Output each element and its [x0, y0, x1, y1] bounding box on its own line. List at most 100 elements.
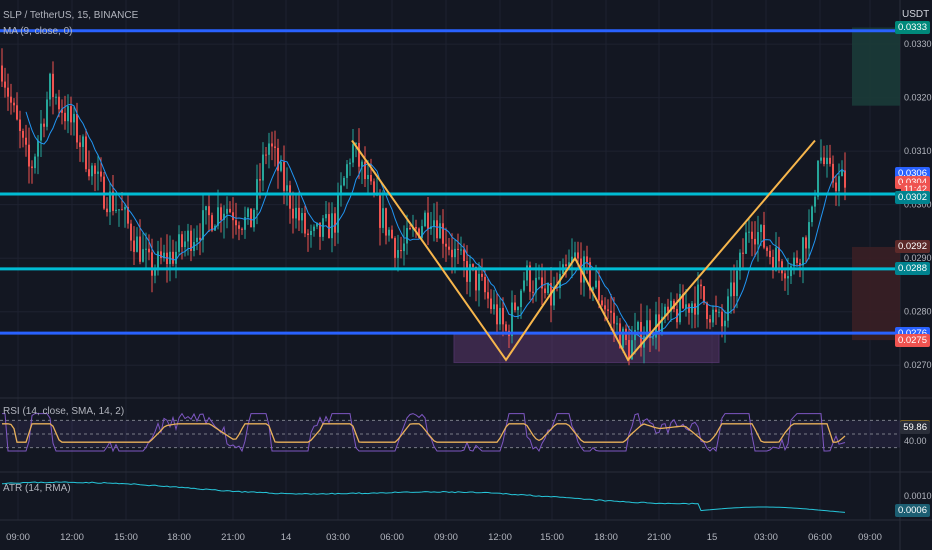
- candle-body: [592, 287, 594, 291]
- candle-body: [544, 288, 546, 294]
- candle-body: [43, 123, 45, 127]
- candle-body: [139, 236, 141, 262]
- candle-body: [343, 177, 345, 186]
- candle-body: [697, 284, 699, 315]
- candle-body: [28, 144, 30, 167]
- candle-body: [457, 248, 459, 250]
- candle-body: [829, 157, 831, 164]
- candle-body: [679, 294, 681, 323]
- candle-body: [604, 305, 606, 310]
- candle-body: [775, 247, 777, 271]
- candle-body: [370, 174, 372, 182]
- horizontal-levels[interactable]: [0, 29, 900, 335]
- candle-body: [346, 164, 348, 178]
- candle-body: [676, 309, 678, 323]
- rsi-ma-line: [2, 423, 846, 443]
- price-tick-label: 0.0300: [904, 200, 932, 210]
- candle-body: [217, 207, 219, 226]
- candle-body: [382, 208, 384, 228]
- price-tick-label: 0.0320: [904, 93, 932, 103]
- candle-body: [55, 96, 57, 98]
- candle-body: [529, 265, 531, 292]
- candle-body: [682, 294, 684, 309]
- candle-body: [409, 228, 411, 230]
- candle-body: [652, 337, 654, 339]
- candle-body: [610, 310, 612, 313]
- atr-indicator-label[interactable]: ATR (14, RMA): [3, 483, 71, 494]
- candle-body: [826, 157, 828, 165]
- atr-tick-label: 0.0010: [904, 491, 932, 501]
- candle-body: [445, 243, 447, 247]
- price-tick-label: 0.0290: [904, 253, 932, 263]
- candle-body: [571, 256, 573, 263]
- candle-body: [772, 257, 774, 271]
- candle-body: [631, 340, 633, 360]
- candle-body: [520, 290, 522, 308]
- candle-body: [739, 252, 741, 271]
- candle-body: [52, 73, 54, 98]
- candle-body: [400, 250, 402, 252]
- candle-body: [640, 322, 642, 348]
- candle-body: [304, 213, 306, 234]
- candle-body: [85, 136, 87, 170]
- candle-body: [712, 309, 714, 323]
- candle-body: [619, 323, 621, 349]
- candle-body: [271, 143, 273, 147]
- candle-body: [616, 323, 618, 325]
- candle-body: [340, 185, 342, 193]
- ma-indicator-label[interactable]: MA (9, close, 0): [3, 26, 73, 37]
- candle-body: [487, 292, 489, 299]
- candle-body: [832, 163, 834, 183]
- candle-body: [490, 298, 492, 310]
- candle-body: [124, 206, 126, 210]
- candle-body: [136, 236, 138, 252]
- time-tick-label: 03:00: [326, 532, 350, 543]
- candle-body: [61, 109, 63, 113]
- candle-body: [94, 165, 96, 174]
- candle-body: [733, 282, 735, 297]
- candle-body: [811, 206, 813, 223]
- candle-body: [433, 220, 435, 227]
- candle-body: [814, 196, 816, 207]
- candle-body: [178, 234, 180, 252]
- symbol-title[interactable]: SLP / TetherUS, 15, BINANCE: [3, 10, 139, 21]
- candle-body: [229, 208, 231, 213]
- candle-body: [601, 300, 603, 306]
- candle-body: [22, 130, 24, 138]
- candle-body: [841, 170, 843, 177]
- candle-body: [157, 251, 159, 269]
- candle-body: [748, 231, 750, 233]
- target-zone: [852, 27, 900, 106]
- candle-body: [265, 154, 267, 156]
- candle-body: [808, 222, 810, 249]
- time-tick-label: 12:00: [60, 532, 84, 543]
- candle-body: [289, 185, 291, 209]
- candle-body: [505, 324, 507, 331]
- candle-body: [397, 250, 399, 258]
- atr-series-line: [1, 481, 846, 513]
- candle-body: [151, 252, 153, 276]
- candle-body: [7, 87, 9, 97]
- candle-body: [73, 113, 75, 123]
- candle-body: [172, 251, 174, 264]
- candle-body: [778, 247, 780, 262]
- candle-body: [646, 320, 648, 337]
- price-tag: 0.0333: [894, 21, 930, 35]
- w-pattern[interactable]: [351, 139, 816, 362]
- candle-body: [298, 207, 300, 221]
- candle-body: [247, 208, 249, 218]
- time-tick-label: 12:00: [488, 532, 512, 543]
- candle-body: [751, 231, 753, 239]
- candle-body: [292, 208, 294, 219]
- currency-label[interactable]: USDT: [902, 9, 930, 20]
- candle-body: [352, 144, 354, 163]
- candle-body: [355, 143, 357, 145]
- candle-body: [379, 194, 381, 228]
- candle-body: [691, 303, 693, 313]
- candle-body: [799, 263, 801, 266]
- candle-body: [190, 230, 192, 251]
- candle-body: [622, 328, 624, 349]
- rsi-indicator-label[interactable]: RSI (14, close, SMA, 14, 2): [3, 406, 125, 417]
- candle-body: [466, 261, 468, 282]
